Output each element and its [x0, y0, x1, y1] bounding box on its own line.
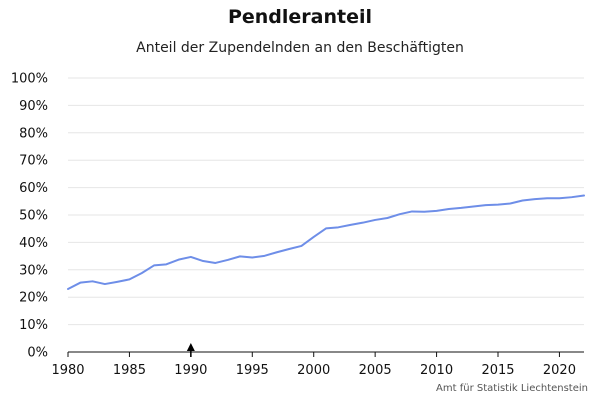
- x-tick-label: 2000: [297, 363, 330, 378]
- y-tick-label: 40%: [19, 236, 48, 251]
- y-tick-label: 60%: [19, 181, 48, 196]
- y-tick-label: 70%: [19, 154, 48, 169]
- y-tick-label: 10%: [19, 318, 48, 333]
- y-tick-label: 0%: [27, 346, 48, 361]
- x-tick-label: 2020: [543, 363, 576, 378]
- y-tick-label: 80%: [19, 126, 48, 141]
- chart-subtitle: Anteil der Zupendelnden an den Beschäfti…: [136, 40, 464, 56]
- x-tick-label: 2005: [359, 363, 392, 378]
- x-tick-label: 2010: [420, 363, 453, 378]
- y-tick-label: 100%: [11, 72, 48, 87]
- y-tick-label: 20%: [19, 291, 48, 306]
- x-tick-label: 2015: [481, 363, 514, 378]
- chart-title: Pendleranteil: [227, 6, 373, 28]
- x-tick-label: 1990: [174, 363, 207, 378]
- x-tick-label: 1985: [113, 363, 146, 378]
- source-note: Amt für Statistik Liechtenstein: [436, 383, 588, 394]
- year-marker-arrow-icon: [186, 343, 195, 351]
- x-tick-label: 1980: [51, 363, 84, 378]
- y-tick-label: 30%: [19, 263, 48, 278]
- x-tick-label: 1995: [236, 363, 269, 378]
- series-line: [67, 194, 585, 290]
- y-tick-label: 50%: [19, 209, 48, 224]
- y-tick-label: 90%: [19, 99, 48, 114]
